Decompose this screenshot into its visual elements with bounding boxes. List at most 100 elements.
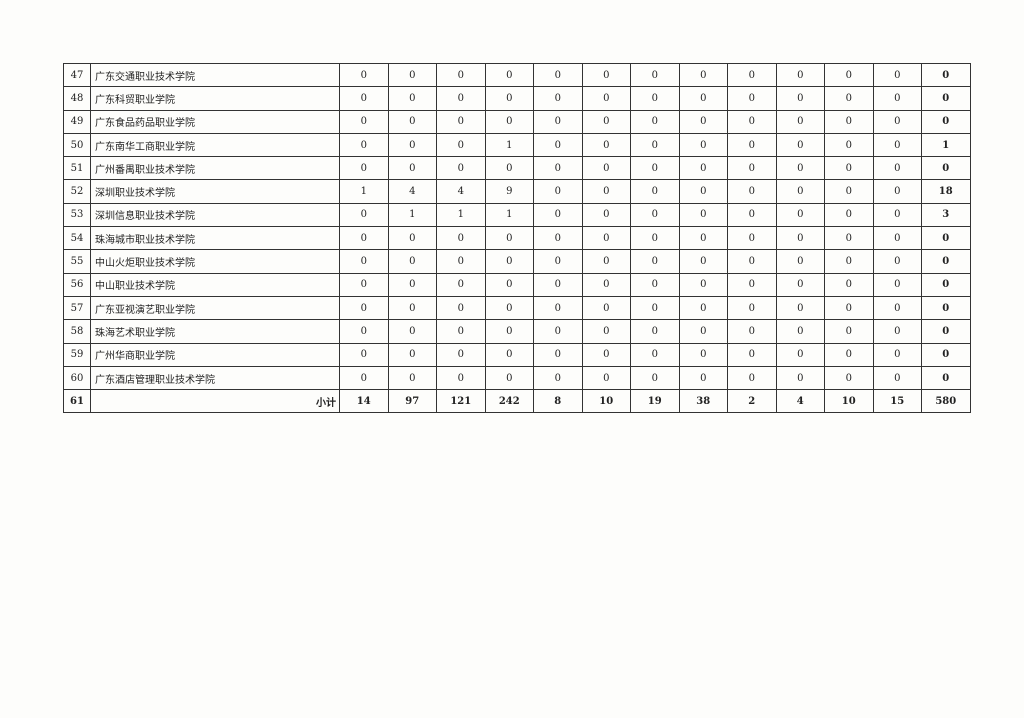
value-cell: 0: [727, 62, 777, 88]
value-cell: 242: [484, 389, 534, 414]
value-cell: 0: [533, 319, 583, 344]
value-cell: 0: [630, 109, 680, 134]
total-cell: 0: [921, 156, 971, 181]
value-cell: 0: [339, 272, 389, 297]
value-cell: 0: [727, 319, 777, 344]
value-cell: 0: [775, 156, 825, 181]
value-cell: 0: [872, 319, 922, 344]
value-cell: 0: [727, 226, 777, 251]
value-cell: 0: [436, 249, 486, 274]
school-name: 深圳信息职业技术学院: [90, 202, 340, 228]
value-cell: 0: [630, 342, 680, 367]
value-cell: 8: [533, 389, 583, 414]
value-cell: 0: [630, 295, 680, 321]
value-cell: 0: [727, 179, 777, 204]
value-cell: 0: [872, 156, 922, 181]
subtotal-row: 61 小计 14 97 121 242 8 10 19 38 2 4 10 15 580: [63, 389, 971, 414]
value-cell: 0: [678, 109, 728, 134]
value-cell: 0: [775, 86, 825, 111]
value-cell: 1: [436, 202, 486, 228]
value-cell: 0: [387, 62, 437, 88]
value-cell: 0: [339, 249, 389, 274]
row-index: 59: [63, 342, 91, 367]
value-cell: 0: [387, 226, 437, 251]
school-name: 广东交通职业技术学院: [90, 62, 340, 88]
value-cell: 4: [436, 179, 486, 204]
value-cell: 0: [339, 319, 389, 344]
value-cell: 0: [727, 295, 777, 321]
table-row: 56 中山职业技术学院 0 0 0 0 0 0 0 0 0 0 0 0 0: [63, 272, 971, 297]
value-cell: 0: [387, 249, 437, 274]
value-cell: 0: [824, 319, 874, 344]
school-name: 珠海艺术职业学院: [90, 319, 340, 344]
row-index: 51: [63, 156, 91, 181]
value-cell: 0: [533, 342, 583, 367]
value-cell: 0: [387, 319, 437, 344]
value-cell: 0: [678, 132, 728, 158]
value-cell: 1: [387, 202, 437, 228]
value-cell: 38: [678, 389, 728, 414]
value-cell: 0: [775, 109, 825, 134]
row-index: 48: [63, 86, 91, 111]
value-cell: 0: [727, 132, 777, 158]
value-cell: 0: [678, 86, 728, 111]
value-cell: 0: [533, 86, 583, 111]
row-index: 55: [63, 249, 91, 274]
row-index: 52: [63, 179, 91, 204]
value-cell: 0: [775, 179, 825, 204]
value-cell: 1: [339, 179, 389, 204]
total-cell: 18: [921, 179, 971, 204]
value-cell: 0: [630, 272, 680, 297]
value-cell: 0: [630, 156, 680, 181]
value-cell: 0: [484, 342, 534, 367]
value-cell: 0: [484, 62, 534, 88]
row-index: 49: [63, 109, 91, 134]
value-cell: 0: [727, 365, 777, 391]
school-name: 广州番禺职业技术学院: [90, 156, 340, 181]
value-cell: 0: [824, 202, 874, 228]
value-cell: 0: [533, 249, 583, 274]
value-cell: 0: [533, 109, 583, 134]
total-cell: 0: [921, 62, 971, 88]
table-row: 58 珠海艺术职业学院 0 0 0 0 0 0 0 0 0 0 0 0 0: [63, 319, 971, 344]
table-row: 51 广州番禺职业技术学院 0 0 0 0 0 0 0 0 0 0 0 0 0: [63, 156, 971, 181]
row-index: 47: [63, 62, 91, 88]
value-cell: 0: [581, 295, 631, 321]
value-cell: 0: [678, 202, 728, 228]
table-row: 49 广东食品药品职业学院 0 0 0 0 0 0 0 0 0 0 0 0 0: [63, 109, 971, 134]
value-cell: 0: [581, 365, 631, 391]
value-cell: 0: [630, 62, 680, 88]
value-cell: 0: [581, 132, 631, 158]
value-cell: 0: [387, 295, 437, 321]
value-cell: 0: [872, 86, 922, 111]
row-index: 60: [63, 365, 91, 391]
table-row: 60 广东酒店管理职业技术学院 0 0 0 0 0 0 0 0 0 0 0 0 0: [63, 365, 971, 391]
total-cell: 0: [921, 109, 971, 134]
value-cell: 0: [775, 226, 825, 251]
value-cell: 0: [775, 272, 825, 297]
total-cell: 580: [921, 389, 971, 414]
value-cell: 9: [484, 179, 534, 204]
value-cell: 0: [678, 179, 728, 204]
value-cell: 0: [678, 62, 728, 88]
value-cell: 19: [630, 389, 680, 414]
school-name: 珠海城市职业技术学院: [90, 226, 340, 251]
value-cell: 0: [387, 342, 437, 367]
row-index: 56: [63, 272, 91, 297]
value-cell: 0: [872, 202, 922, 228]
value-cell: 0: [775, 202, 825, 228]
table-row: 53 深圳信息职业技术学院 0 1 1 1 0 0 0 0 0 0 0 0 3: [63, 202, 971, 228]
value-cell: 0: [484, 109, 534, 134]
value-cell: 0: [436, 109, 486, 134]
value-cell: 0: [678, 295, 728, 321]
value-cell: 0: [678, 342, 728, 367]
value-cell: 0: [824, 86, 874, 111]
value-cell: 0: [387, 132, 437, 158]
value-cell: 0: [581, 202, 631, 228]
total-cell: 0: [921, 295, 971, 321]
value-cell: 0: [533, 156, 583, 181]
school-name: 广东南华工商职业学院: [90, 132, 340, 158]
value-cell: 0: [436, 156, 486, 181]
value-cell: 0: [436, 319, 486, 344]
value-cell: 0: [484, 272, 534, 297]
